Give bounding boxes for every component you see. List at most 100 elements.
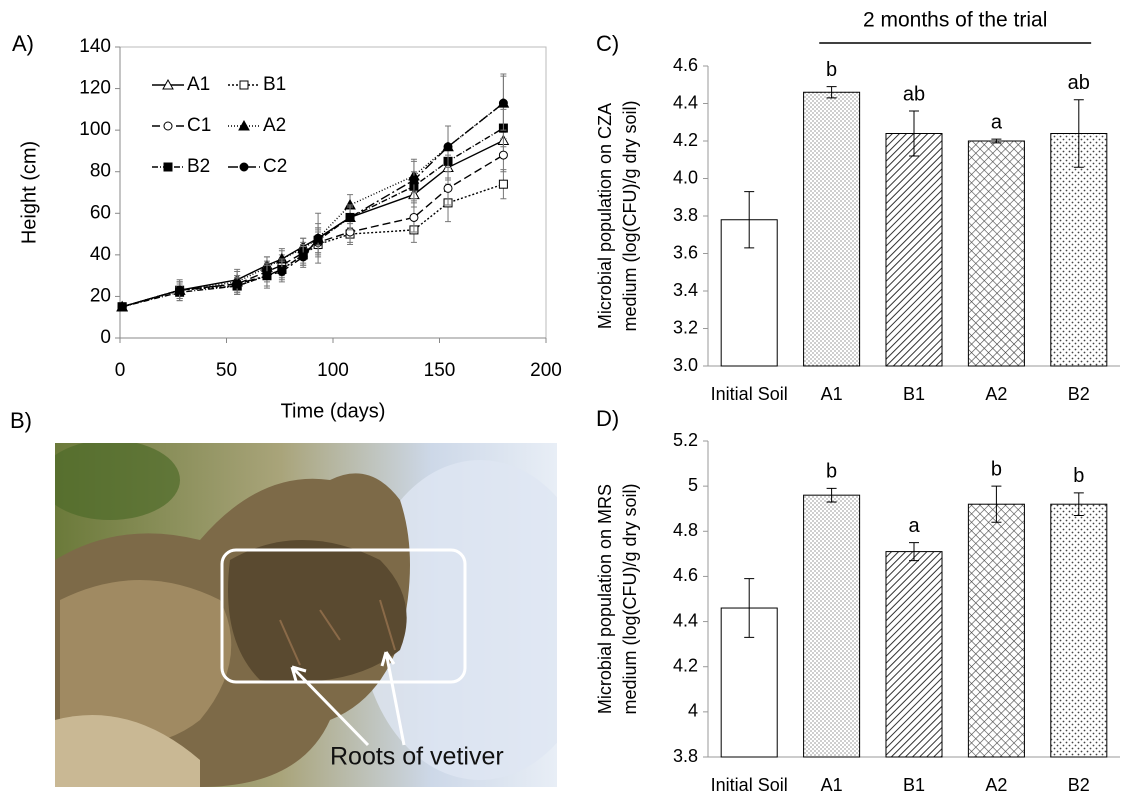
y-tick-label: 4.6 [673, 565, 698, 585]
y-tick-label: 5 [688, 475, 698, 495]
data-point [262, 271, 272, 281]
y-tick-label: 100 [79, 119, 111, 140]
x-tick-label: A1 [821, 775, 843, 794]
data-point [175, 285, 185, 295]
x-axis-label: Time (days) [281, 400, 386, 422]
y-tick-label: 3.0 [673, 355, 698, 375]
significance-letter: ab [903, 83, 925, 105]
significance-letter: a [991, 111, 1003, 133]
error-bar [826, 86, 837, 99]
data-point [313, 233, 323, 243]
y-tick-label: 4.4 [673, 610, 698, 630]
error-bar [991, 138, 1002, 144]
x-tick-label: 50 [216, 360, 237, 381]
y-tick-label: 80 [90, 161, 111, 182]
bar [885, 133, 943, 367]
y-tick-label: 3.6 [673, 242, 698, 262]
panel-label: A) [12, 31, 34, 56]
x-tick-label: B2 [1068, 384, 1090, 404]
bar [967, 503, 1025, 758]
y-tick-label: 3.2 [673, 317, 698, 337]
panel-label: C) [596, 31, 619, 56]
x-tick-label: 0 [115, 360, 126, 381]
error-bar [991, 485, 1002, 523]
y-tick-label: 4.8 [673, 520, 698, 540]
y-tick-label: 3.8 [673, 205, 698, 225]
data-point [443, 183, 453, 193]
y-tick-label: 4.4 [673, 92, 698, 112]
legend-marker [163, 162, 173, 172]
legend-marker [239, 80, 249, 90]
panel-label: B) [10, 408, 32, 433]
legend-marker [238, 119, 250, 131]
y-tick-label: 140 [79, 36, 111, 57]
bar [1050, 133, 1108, 367]
x-tick-label: 100 [317, 360, 349, 381]
bar [1050, 503, 1108, 758]
y-tick-label: 4.2 [673, 130, 698, 150]
y-tick-label: 5.2 [673, 430, 698, 450]
y-tick-label: 20 [90, 285, 111, 306]
data-point [409, 212, 419, 222]
data-point [277, 266, 287, 276]
legend-label: C2 [263, 156, 287, 177]
legend-label: B1 [263, 74, 286, 95]
photo-annotation: Roots of vetiver [330, 743, 504, 771]
legend-label: A2 [263, 115, 286, 136]
y-tick-label: 4.0 [673, 167, 698, 187]
data-point [117, 302, 127, 312]
x-tick-label: 150 [424, 360, 456, 381]
y-tick-label: 60 [90, 202, 111, 223]
error-bar [826, 487, 837, 503]
x-tick-label: B1 [903, 384, 925, 404]
legend-marker [163, 121, 173, 131]
y-axis-label: Microbial population on CZA [595, 103, 615, 329]
x-tick-label: Initial Soil [711, 384, 788, 404]
legend-label: A1 [187, 74, 210, 95]
y-axis-label: Height (cm) [18, 141, 40, 244]
x-tick-label: A2 [985, 775, 1007, 794]
legend-label: B2 [187, 156, 210, 177]
x-tick-label: B2 [1068, 775, 1090, 794]
y-tick-label: 4 [688, 701, 698, 721]
significance-letter: a [908, 515, 920, 537]
y-tick-label: 4.6 [673, 55, 698, 75]
error-bar [744, 578, 755, 638]
error-bar [1073, 492, 1084, 516]
y-tick-label: 120 [79, 78, 111, 99]
photo: Roots of vetiver [55, 443, 557, 787]
data-point [232, 279, 242, 289]
legend-marker [162, 78, 174, 90]
series-line [121, 183, 504, 308]
y-tick-label: 3.4 [673, 280, 698, 300]
x-tick-label: 200 [530, 360, 562, 381]
legend-label: C1 [187, 115, 211, 136]
y-tick-label: 3.8 [673, 746, 698, 766]
bracket-label: 2 months of the trial [863, 9, 1047, 32]
error-bar [909, 542, 919, 562]
bar [803, 494, 861, 758]
x-tick-label: B1 [903, 775, 925, 794]
data-point [498, 179, 508, 189]
significance-letter: b [826, 461, 837, 483]
error-bar [1073, 99, 1084, 168]
significance-letter: b [1073, 465, 1084, 487]
data-point [498, 98, 508, 108]
x-tick-label: Initial Soil [711, 775, 788, 794]
x-tick-label: A2 [985, 384, 1007, 404]
y-tick-label: 40 [90, 244, 111, 265]
data-point [409, 175, 419, 185]
data-point [345, 212, 355, 222]
y-axis-label: medium (log(CFU)/g dry soil) [620, 100, 640, 331]
data-point [298, 252, 308, 262]
significance-letter: b [826, 59, 837, 81]
bar [885, 551, 943, 758]
error-bar [909, 110, 919, 157]
error-bar [744, 191, 755, 249]
legend-marker [239, 162, 249, 172]
bar [803, 91, 861, 367]
y-tick-label: 0 [100, 327, 111, 348]
x-tick-label: A1 [821, 384, 843, 404]
